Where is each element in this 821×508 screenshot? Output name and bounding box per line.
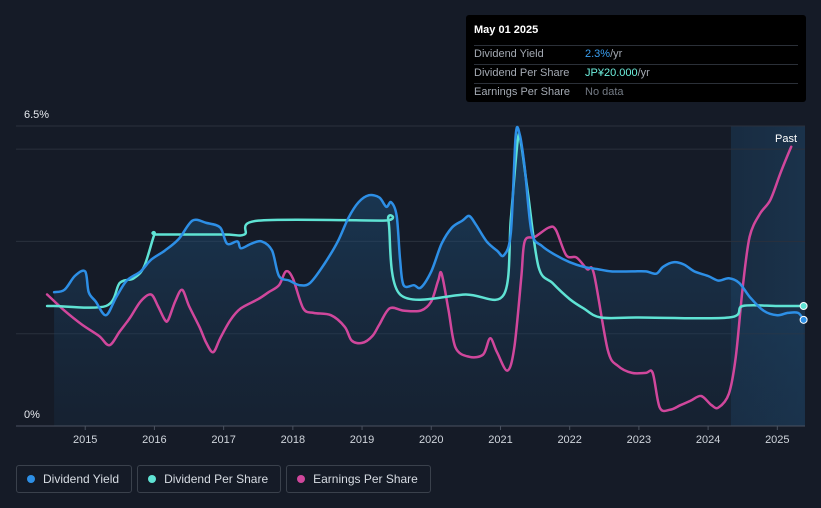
tooltip: May 01 2025 Dividend Yield 2.3% /yr Divi…	[466, 15, 806, 102]
x-axis-ticks: 2015 2016 2017 2018 2019 2020 2021 2022 2023 2024…	[73, 426, 790, 446]
series-line-dividend-yield	[52, 125, 805, 322]
x-tick-label: 2017	[211, 434, 235, 446]
tooltip-value: JP¥20.000	[585, 67, 638, 79]
tooltip-value: 2.3%	[585, 48, 611, 60]
end-marker-dividend-per-share	[799, 302, 808, 310]
legend-dot-icon	[297, 475, 306, 483]
tooltip-date: May 01 2025	[474, 24, 539, 36]
tooltip-row-dividend-yield: Dividend Yield 2.3% /yr	[474, 45, 798, 64]
tooltip-label: Earnings Per Share	[474, 86, 570, 98]
x-tick-label: 2020	[419, 434, 443, 446]
y-axis-max-label: 6.5%	[24, 109, 49, 121]
x-tick-label: 2025	[765, 434, 789, 446]
tooltip-label: Dividend Yield	[474, 48, 544, 60]
x-tick-label: 2024	[696, 434, 720, 446]
end-marker-dividend-yield	[799, 315, 808, 324]
x-tick-label: 2022	[557, 434, 581, 446]
tooltip-unit: /yr	[637, 67, 650, 79]
tooltip-row-dividend-per-share: Dividend Per Share JP¥20.000 /yr	[474, 64, 798, 83]
x-tick-label: 2021	[488, 434, 512, 446]
tooltip-label: Dividend Per Share	[474, 67, 570, 79]
legend-item-earnings-per-share[interactable]: Earnings Per Share	[286, 465, 431, 493]
legend-item-dividend-per-share[interactable]: Dividend Per Share	[137, 465, 282, 493]
legend: Dividend Yield Dividend Per Share Earnin…	[16, 465, 431, 493]
legend-label: Dividend Yield	[43, 472, 120, 486]
legend-label: Earnings Per Share	[313, 472, 418, 486]
x-tick-label: 2023	[627, 434, 651, 446]
past-label: Past	[775, 133, 797, 145]
series-lines	[45, 125, 805, 413]
legend-dot-icon	[27, 475, 35, 483]
legend-dot-icon	[148, 475, 157, 483]
x-tick-label: 2019	[350, 434, 374, 446]
x-tick-label: 2018	[281, 434, 305, 446]
tooltip-value: No data	[585, 86, 624, 98]
legend-label: Dividend Per Share	[164, 472, 269, 486]
tooltip-unit: /yr	[610, 48, 623, 60]
end-markers	[799, 302, 808, 324]
tooltip-row-earnings-per-share: Earnings Per Share No data	[474, 83, 798, 102]
legend-item-dividend-yield[interactable]: Dividend Yield	[16, 465, 133, 493]
series-line-earnings-per-share	[45, 145, 793, 413]
x-tick-label: 2015	[73, 434, 97, 446]
y-axis-min-label: 0%	[24, 409, 40, 421]
x-tick-label: 2016	[142, 434, 166, 446]
